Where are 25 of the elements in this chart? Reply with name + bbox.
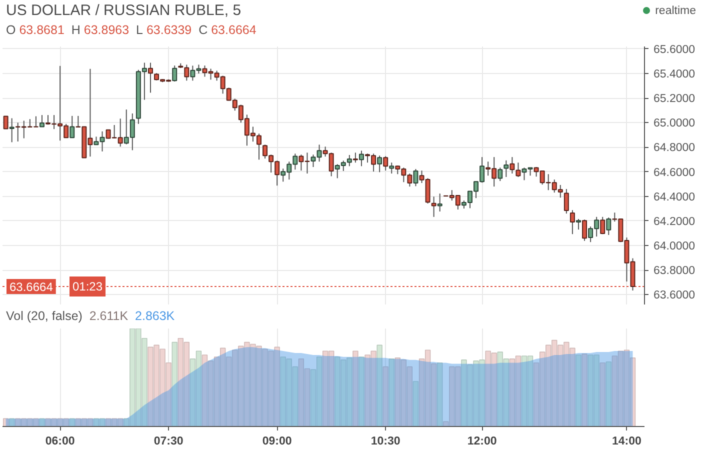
- bar: [576, 354, 582, 426]
- bar: [9, 418, 15, 426]
- bar: [388, 358, 394, 426]
- bar: [437, 362, 443, 426]
- bar: [2, 418, 9, 426]
- x-tick-label: 07:30: [154, 436, 184, 448]
- bar: [382, 366, 388, 426]
- x-tick-label: 06:00: [45, 436, 75, 448]
- x-tick-label: 09:00: [262, 436, 292, 448]
- bar: [352, 350, 358, 426]
- x-tick-label: 14:00: [612, 436, 642, 448]
- text: 2.611K: [89, 309, 128, 323]
- text: 2.863K: [135, 309, 175, 323]
- bar: [172, 342, 178, 426]
- bar: [582, 354, 588, 426]
- bar: [376, 344, 382, 426]
- bar: [69, 418, 75, 426]
- x-tick-label: 10:30: [370, 436, 400, 448]
- bar: [412, 381, 419, 426]
- x-tick-label: 12:00: [467, 436, 497, 448]
- bar: [606, 361, 612, 426]
- chart-title: Vol (20, false): [6, 309, 82, 323]
- bar: [600, 362, 606, 426]
- bar: [358, 356, 364, 426]
- bar: [39, 418, 45, 426]
